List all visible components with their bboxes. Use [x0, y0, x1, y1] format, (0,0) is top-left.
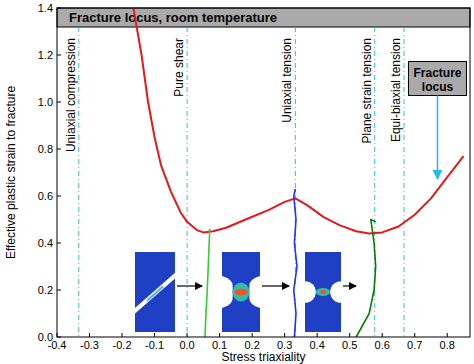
x-tick-label: 0.4 [310, 339, 325, 351]
y-axis-title: Effective plastic strain to fracture [4, 86, 18, 260]
y-tick [57, 8, 61, 9]
x-tick-label: 0.0 [179, 339, 194, 351]
specimen-zone [233, 282, 250, 301]
x-tick-label: 0.5 [342, 339, 357, 351]
specimen-zone [320, 290, 326, 294]
annotation-box [408, 62, 466, 96]
y-tick [57, 337, 61, 338]
x-tick [317, 333, 318, 337]
specimen-tension [222, 252, 260, 332]
x-tick-label: -0.3 [80, 339, 99, 351]
x-tick [187, 333, 188, 337]
specimen-gap [135, 273, 175, 314]
y-tick [57, 290, 61, 291]
specimen-zone [147, 286, 163, 300]
y-tick-label: 1.2 [38, 49, 53, 61]
y-tick-label: 0.2 [38, 284, 53, 296]
y-tick [57, 55, 61, 56]
specimen-shear [135, 252, 175, 332]
specimen-zone [316, 288, 330, 296]
y-tick-label: 0.8 [38, 143, 53, 155]
chart: Fracture locus, room temperatureUniaxial… [0, 0, 474, 364]
title-box [57, 8, 470, 27]
reference-label: Equi-biaxial tension [389, 38, 403, 142]
y-tick-label: 0.4 [38, 237, 53, 249]
y-tick [57, 149, 61, 150]
y-tick-label: 0.0 [38, 331, 53, 343]
reference-label: Pure shear [172, 38, 186, 97]
x-tick [284, 333, 285, 337]
plot-frame [57, 8, 470, 337]
reference-line [403, 27, 404, 337]
x-tick [382, 333, 383, 337]
x-tick-label: -0.1 [145, 339, 164, 351]
title: Fracture locus, room temperature [69, 10, 277, 25]
series-line [133, 8, 463, 234]
y-tick [57, 102, 61, 103]
annotation-line: locus [422, 80, 454, 94]
x-tick [349, 333, 350, 337]
y-tick [57, 196, 61, 197]
annotation: Fracturelocus [413, 66, 461, 94]
x-axis-title: Stress triaxiality [221, 350, 305, 364]
y-tick [57, 243, 61, 244]
x-tick [89, 333, 90, 337]
specimen-notch [330, 281, 352, 303]
x-tick-label: -0.2 [113, 339, 132, 351]
arrow [177, 285, 202, 286]
annotation-line: Fracture [413, 66, 461, 80]
arrow [262, 285, 289, 286]
x-tick [122, 333, 123, 337]
x-tick [219, 333, 220, 337]
series-group [133, 8, 463, 337]
x-tick [154, 333, 155, 337]
reference-label: Uniaxial tension [280, 38, 294, 123]
arrow [343, 285, 356, 286]
series-line [205, 229, 210, 337]
plot-background [57, 8, 470, 337]
reference-line [187, 27, 188, 337]
y-tick-label: 1.4 [38, 2, 53, 14]
y-tick-label: 1.0 [38, 96, 53, 108]
x-tick [252, 333, 253, 337]
x-tick [414, 333, 415, 337]
x-tick-label: 0.6 [375, 339, 390, 351]
specimen-notch [294, 281, 316, 303]
x-tick-label: 0.8 [440, 339, 455, 351]
specimens [135, 252, 356, 332]
reference-label: Plane strain tension [360, 38, 374, 143]
specimen-neck [234, 289, 247, 295]
x-tick [447, 333, 448, 337]
y-tick-label: 0.6 [38, 190, 53, 202]
reference-line [78, 27, 79, 337]
annotation-arrow [437, 96, 439, 179]
reference-label: Uniaxial compression [64, 38, 78, 152]
x-tick-label: 0.7 [407, 339, 422, 351]
series-line [356, 220, 376, 338]
x-tick [57, 333, 58, 337]
series-line [294, 189, 297, 337]
